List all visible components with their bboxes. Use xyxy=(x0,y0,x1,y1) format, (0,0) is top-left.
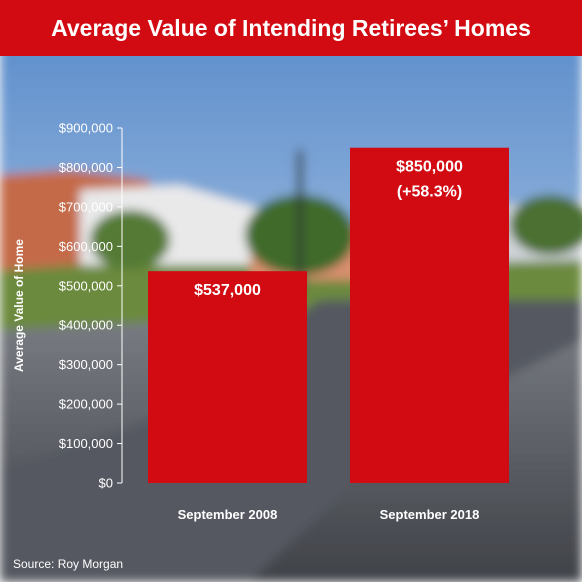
y-tick-label: $800,000 xyxy=(59,160,113,175)
chart-title: Average Value of Intending Retirees’ Hom… xyxy=(0,0,582,56)
bar-data-label: $850,000 xyxy=(396,159,463,176)
y-tick-label: $700,000 xyxy=(59,199,113,214)
y-axis-label: Average Value of Home xyxy=(12,239,26,372)
x-tick-label: September 2008 xyxy=(178,507,278,522)
y-tick-label: $900,000 xyxy=(59,121,113,136)
y-tick-label: $100,000 xyxy=(59,436,113,451)
y-tick-label: $500,000 xyxy=(59,278,113,293)
x-tick-label: September 2018 xyxy=(380,507,480,522)
bar-data-label: $537,000 xyxy=(194,282,261,299)
bar-data-label: (+58.3%) xyxy=(397,184,462,201)
y-tick-label: $200,000 xyxy=(59,397,113,412)
y-tick-label: $400,000 xyxy=(59,318,113,333)
y-tick-label: $0 xyxy=(99,476,113,491)
bar xyxy=(148,271,307,483)
source-note: Source: Roy Morgan xyxy=(13,557,124,571)
y-tick-label: $600,000 xyxy=(59,239,113,254)
y-tick-label: $300,000 xyxy=(59,357,113,372)
bar xyxy=(350,147,509,483)
